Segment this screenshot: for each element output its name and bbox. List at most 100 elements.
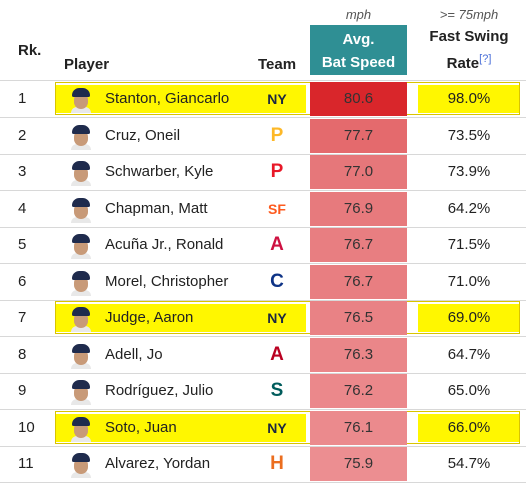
player-name-link[interactable]: Adell, Jo (105, 346, 163, 363)
pirates-logo-icon: P (270, 125, 284, 146)
cubs-logo-icon: C (270, 271, 284, 292)
row-divider (0, 300, 526, 301)
table-row[interactable]: 4 Chapman, Matt SF 76.9 64.2% (0, 191, 526, 227)
rank-cell: 7 (18, 309, 27, 326)
bat-speed-cell: 76.1 (310, 411, 407, 445)
highlight-band (55, 85, 306, 113)
player-headshot (70, 231, 92, 259)
bat-speed-header[interactable]: Avg. Bat Speed (310, 25, 407, 75)
fast-swing-header[interactable]: Fast Swing Rate[?] (418, 25, 520, 75)
player-name-link[interactable]: Stanton, Giancarlo (105, 90, 230, 107)
rank-cell: 10 (18, 419, 35, 436)
highlight-band (55, 304, 306, 332)
bat-speed-unit: mph (345, 7, 372, 22)
fast-swing-rate-cell: 65.0% (447, 382, 491, 399)
player-headshot (70, 268, 92, 296)
rank-cell: 6 (18, 273, 27, 290)
fast-swing-rate-cell: 98.0% (447, 90, 491, 107)
player-headshot (70, 158, 92, 186)
player-headshot (70, 304, 92, 332)
row-divider (0, 227, 526, 228)
fast-swing-rate-cell: 64.7% (447, 346, 491, 363)
angels-logo-icon: A (270, 344, 284, 365)
table-row[interactable]: 8 Adell, Jo A 76.3 64.7% (0, 337, 526, 373)
highlight-band (55, 414, 306, 442)
table-row[interactable]: 6 Morel, Christopher C 76.7 71.0% (0, 264, 526, 300)
player-name-link[interactable]: Schwarber, Kyle (105, 163, 214, 180)
table-row[interactable]: 5 Acuña Jr., Ronald A 76.7 71.5% (0, 227, 526, 263)
bat-speed-header-line1: Avg. (342, 31, 375, 48)
bat-speed-cell: 76.5 (310, 301, 407, 335)
player-name-link[interactable]: Acuña Jr., Ronald (105, 236, 224, 253)
row-divider (0, 482, 526, 483)
braves-logo-icon: A (270, 234, 284, 255)
table-row[interactable]: 2 Cruz, Oneil P 77.7 73.5% (0, 118, 526, 154)
bat-speed-cell: 76.9 (310, 192, 407, 226)
table-row[interactable]: 7 Judge, Aaron NY 76.5 69.0% (0, 300, 526, 336)
row-divider (0, 336, 526, 337)
yankees-logo-icon: NY (267, 91, 287, 107)
table-row[interactable]: 10 Soto, Juan NY 76.1 66.0% (0, 410, 526, 446)
player-name-link[interactable]: Judge, Aaron (105, 309, 194, 326)
bat-speed-cell: 80.6 (310, 82, 407, 116)
player-name-link[interactable]: Morel, Christopher (105, 273, 229, 290)
table-row[interactable]: 11 Alvarez, Yordan H 75.9 54.7% (0, 446, 526, 482)
bat-speed-cell: 76.7 (310, 228, 407, 262)
bat-speed-cell: 76.7 (310, 265, 407, 299)
highlight-outline (55, 82, 520, 115)
player-headshot (70, 195, 92, 223)
fast-swing-rate-cell: 71.5% (447, 236, 491, 253)
highlight-band (418, 414, 520, 442)
header-divider (0, 80, 526, 81)
fast-swing-rate-cell: 73.9% (447, 163, 491, 180)
player-headshot (70, 122, 92, 150)
highlight-outline (55, 301, 520, 334)
table-row[interactable]: 9 Rodríguez, Julio S 76.2 65.0% (0, 373, 526, 409)
team-header: Team (258, 56, 297, 73)
row-divider (0, 373, 526, 374)
highlight-band (418, 85, 520, 113)
fast-swing-rate-cell: 66.0% (447, 419, 491, 436)
player-name-link[interactable]: Cruz, Oneil (105, 127, 181, 144)
player-name-link[interactable]: Rodríguez, Julio (105, 382, 214, 399)
row-divider (0, 409, 526, 410)
table-row[interactable]: 3 Schwarber, Kyle P 77.0 73.9% (0, 154, 526, 190)
row-divider (0, 190, 526, 191)
player-header: Player (64, 56, 110, 73)
player-headshot (70, 85, 92, 113)
rank-header: Rk. (18, 42, 42, 59)
rank-cell: 5 (18, 236, 27, 253)
bat-speed-header-line2: Bat Speed (321, 54, 396, 71)
rank-cell: 4 (18, 200, 27, 217)
player-name-link[interactable]: Alvarez, Yordan (105, 455, 211, 472)
rank-cell: 8 (18, 346, 27, 363)
rank-cell: 1 (18, 90, 27, 107)
player-name-link[interactable]: Soto, Juan (105, 419, 177, 436)
rank-cell: 3 (18, 163, 27, 180)
astros-logo-icon: H (270, 453, 284, 474)
row-divider (0, 263, 526, 264)
bat-speed-cell: 75.9 (310, 447, 407, 481)
player-headshot (70, 377, 92, 405)
mariners-logo-icon: S (270, 380, 284, 401)
fast-swing-rate-cell: 64.2% (447, 200, 491, 217)
fast-swing-header-line1: Fast Swing (429, 28, 509, 45)
rank-cell: 11 (18, 455, 34, 472)
player-name-link[interactable]: Chapman, Matt (105, 200, 208, 217)
highlight-outline (55, 411, 520, 444)
fast-swing-help-link[interactable]: [?] (479, 53, 492, 65)
row-divider (0, 446, 526, 447)
highlight-band (418, 304, 520, 332)
fast-swing-rate-cell: 69.0% (447, 309, 491, 326)
table-row[interactable]: 1 Stanton, Giancarlo NY 80.6 98.0% (0, 81, 526, 117)
fast-swing-rate-cell: 54.7% (447, 455, 491, 472)
player-headshot (70, 341, 92, 369)
bat-speed-cell: 76.2 (310, 374, 407, 408)
rank-cell: 2 (18, 127, 27, 144)
bat-speed-cell: 76.3 (310, 338, 407, 372)
fast-swing-rate-cell: 73.5% (447, 127, 491, 144)
player-headshot (70, 414, 92, 442)
row-divider (0, 154, 526, 155)
bat-speed-cell: 77.7 (310, 119, 407, 153)
yankees-logo-icon: NY (267, 310, 287, 326)
